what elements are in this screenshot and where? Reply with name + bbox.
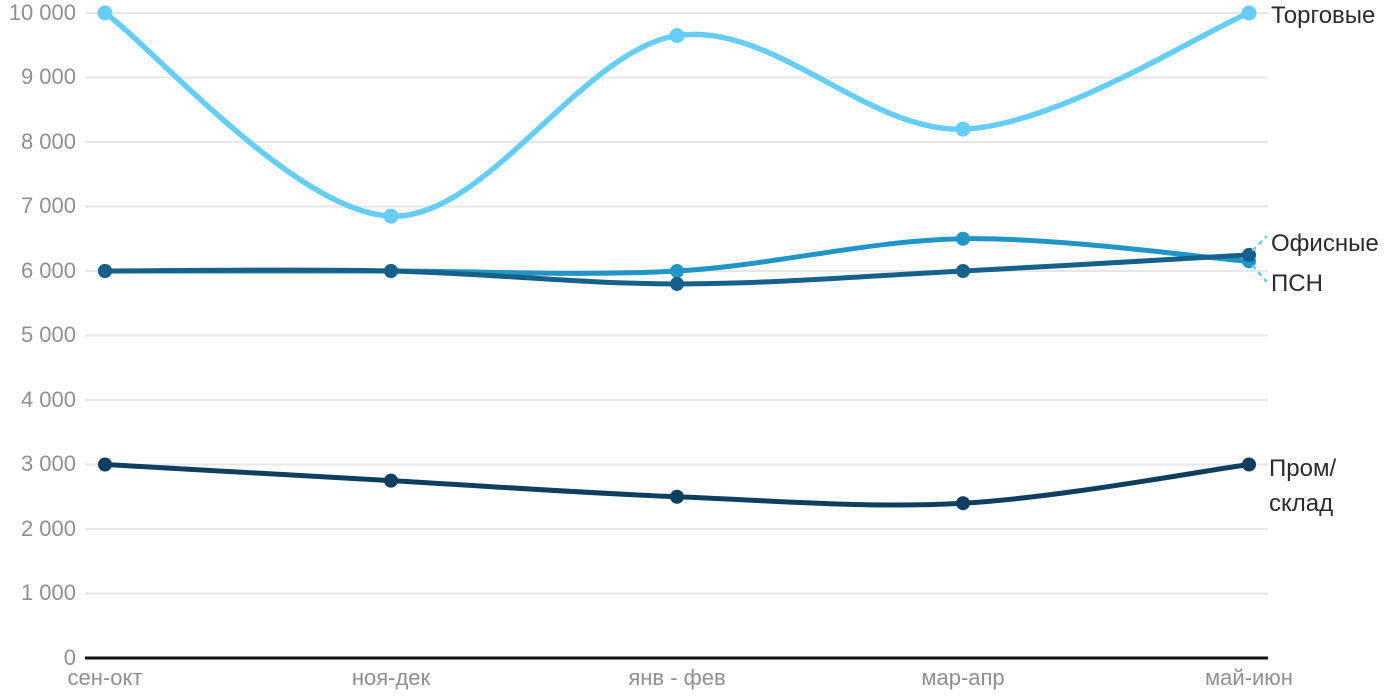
series-end-label-prom-sklad: Пром/ склад [1269, 451, 1336, 521]
label-connector [1251, 264, 1268, 283]
y-tick-label: 6 000 [20, 258, 76, 283]
y-tick-label: 9 000 [20, 64, 76, 89]
data-point [384, 473, 398, 488]
data-point [670, 276, 684, 291]
x-axis-label: ноя-дек [351, 665, 431, 690]
data-point [98, 457, 112, 472]
data-point [98, 264, 112, 278]
y-tick-label: 0 [63, 645, 76, 670]
y-tick-label: 7 000 [20, 193, 76, 218]
data-point [1241, 5, 1257, 21]
data-point [955, 121, 971, 137]
data-point [956, 496, 970, 511]
data-point [670, 489, 684, 504]
data-point [383, 208, 399, 224]
y-tick-label: 8 000 [20, 129, 76, 154]
x-axis-label: янв - фев [628, 665, 726, 690]
data-point [384, 264, 398, 278]
series-end-label-prom-line2: склад [1269, 490, 1334, 517]
data-point [670, 264, 684, 278]
data-point [1242, 457, 1256, 472]
series-end-label-psn: ПСН [1271, 270, 1323, 297]
y-tick-label: 4 000 [20, 387, 76, 412]
y-tick-label: 10 000 [8, 0, 76, 25]
data-point [956, 231, 970, 246]
data-point [956, 264, 970, 278]
series-end-label-torgovye: Торговые [1271, 2, 1376, 29]
series-line-0 [102, 10, 1252, 219]
y-tick-label: 1 000 [20, 580, 76, 605]
data-point [1242, 247, 1256, 262]
label-connector [1251, 235, 1268, 252]
data-point [97, 5, 113, 21]
x-axis-label: мар-апр [921, 665, 1005, 690]
data-point [669, 28, 685, 44]
y-tick-label: 3 000 [20, 451, 76, 476]
x-axis-label: май-июн [1205, 665, 1293, 690]
series-end-label-prom-line1: Пром/ [1269, 455, 1337, 482]
series-end-label-ofisnye: Офисные [1271, 230, 1379, 257]
x-axis-label: сен-окт [67, 665, 143, 690]
y-tick-label: 5 000 [20, 322, 76, 347]
y-tick-label: 2 000 [20, 516, 76, 541]
